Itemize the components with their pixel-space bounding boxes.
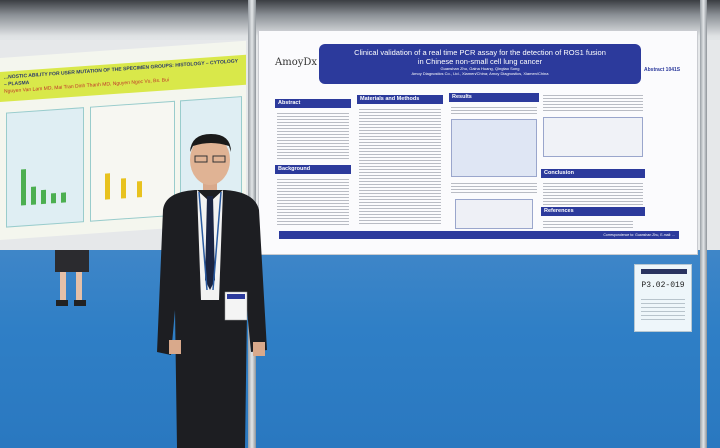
results-table (543, 117, 643, 157)
booth-pole (700, 0, 707, 448)
section-conclusion: Conclusion (541, 169, 645, 178)
sign-text (641, 296, 685, 320)
footer-correspondence: Correspondence to: Guanshan Zhu, E-mail:… (603, 233, 675, 237)
passerby-legs (55, 250, 89, 306)
poster-title-line1: Clinical validation of a real time PCR a… (354, 48, 606, 57)
section-background: Background (275, 165, 351, 174)
references-text (543, 219, 633, 229)
section-results: Results (449, 93, 539, 102)
results-text (543, 93, 643, 113)
sign-header-bar (641, 269, 687, 274)
left-poster-title-band: ...NOSTIC ABILITY FOR USER MUTATION OF T… (0, 54, 246, 102)
results-table (455, 199, 533, 229)
background-text (277, 177, 349, 227)
chart-bar (121, 178, 126, 199)
section-materials: Materials and Methods (357, 95, 443, 104)
blue-carpet-floor (0, 250, 720, 448)
poster-title-line2: in Chinese non-small cell lung cancer (417, 57, 543, 66)
poster-affiliation: Amoy Diagnostics Co., Ltd., Xiamen/China… (411, 71, 549, 76)
results-text (451, 181, 537, 195)
chart-bar (41, 189, 46, 205)
board-code: P3.02-019 (641, 281, 685, 290)
chart-bar (51, 193, 56, 204)
right-poster: AmoyDx Clinical validation of a real tim… (258, 30, 698, 255)
section-abstract: Abstract (275, 99, 351, 108)
chart-bar (61, 192, 66, 203)
abstract-number: Abstract 1041S (644, 67, 681, 73)
board-number-sign: P3.02-019 (634, 264, 692, 332)
section-references: References (541, 207, 645, 216)
chart-bar (31, 186, 36, 205)
chart-bar (105, 173, 110, 200)
results-table (451, 119, 537, 177)
amoydx-logo: AmoyDx (275, 57, 318, 68)
poster-authors: Guanshan Zhu, Gaina Huang, Qingtao Song (440, 66, 520, 71)
poster-title-banner: Clinical validation of a real time PCR a… (319, 44, 641, 84)
results-text (451, 105, 537, 115)
chart-bar (21, 169, 26, 206)
left-poster-panel (6, 107, 84, 228)
poster-footer: Correspondence to: Guanshan Zhu, E-mail:… (279, 231, 679, 239)
chart-bar (137, 181, 142, 198)
abstract-text (277, 111, 349, 161)
left-poster-chart (17, 162, 77, 206)
man-in-suit (157, 134, 267, 448)
conclusion-text (543, 181, 643, 205)
materials-text (359, 107, 441, 225)
left-poster-chart (101, 166, 161, 200)
